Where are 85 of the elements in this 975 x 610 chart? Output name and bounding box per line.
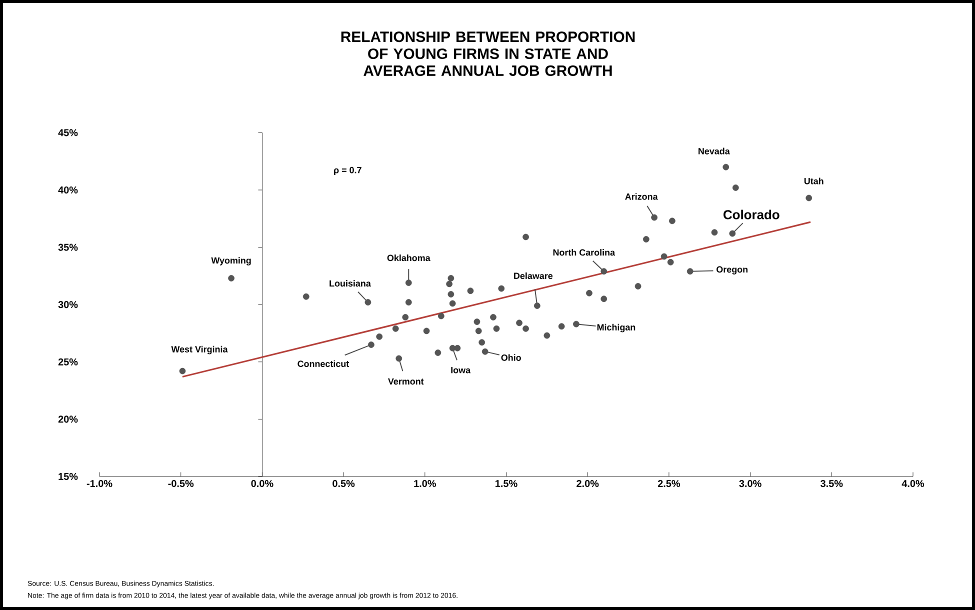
y-tick-label: 45% bbox=[58, 129, 78, 136]
point bbox=[544, 332, 550, 339]
annotation: Oregon bbox=[716, 266, 748, 274]
y-tick-label: 20% bbox=[58, 416, 78, 423]
point bbox=[600, 268, 608, 275]
annotation: Delaware bbox=[514, 272, 553, 280]
annotation: Utah bbox=[804, 178, 824, 184]
point bbox=[228, 275, 234, 282]
point bbox=[475, 328, 482, 334]
point bbox=[392, 325, 399, 332]
x-tick-label: -1.0% bbox=[86, 480, 112, 488]
point bbox=[474, 318, 480, 325]
annotation: Iowa bbox=[451, 367, 471, 374]
point bbox=[438, 312, 444, 320]
annotation: Louisiana bbox=[330, 280, 371, 287]
point bbox=[634, 283, 642, 290]
annotation: Ohio bbox=[501, 354, 521, 361]
point bbox=[396, 355, 402, 362]
point bbox=[651, 214, 658, 221]
point bbox=[448, 291, 454, 298]
point bbox=[490, 314, 496, 320]
point bbox=[376, 333, 383, 340]
point bbox=[669, 218, 676, 224]
x-tick-label: 0.5% bbox=[332, 480, 355, 488]
x-tick-label: -0.5% bbox=[168, 480, 194, 488]
point bbox=[667, 258, 674, 266]
point bbox=[522, 234, 529, 240]
annotation: Vermont bbox=[388, 378, 424, 385]
annotation: Michigan bbox=[597, 324, 636, 332]
annotation: Wyoming bbox=[211, 257, 251, 266]
point bbox=[516, 320, 522, 326]
point bbox=[573, 320, 580, 328]
x-tick-label: 3.5% bbox=[820, 480, 843, 488]
point bbox=[179, 368, 186, 374]
point bbox=[446, 280, 453, 288]
y-tick-label: 15% bbox=[58, 472, 78, 480]
point bbox=[732, 184, 739, 191]
point bbox=[600, 296, 608, 302]
point bbox=[722, 164, 730, 170]
point bbox=[434, 350, 442, 356]
point bbox=[586, 290, 592, 296]
point bbox=[368, 341, 374, 348]
y-tick-label: 40% bbox=[58, 186, 78, 194]
point bbox=[686, 268, 694, 275]
x-tick-label: 2.0% bbox=[576, 480, 599, 488]
annotation: Colorado bbox=[724, 210, 780, 220]
point bbox=[449, 300, 456, 307]
point bbox=[729, 230, 736, 237]
y-tick-label: 35% bbox=[58, 244, 78, 251]
point bbox=[405, 280, 412, 286]
annotation: North Carolina bbox=[553, 249, 616, 256]
y-tick-label: 30% bbox=[58, 301, 78, 308]
point bbox=[402, 314, 409, 320]
x-tick-label: 2.5% bbox=[658, 480, 680, 488]
x-tick-label: 1.5% bbox=[496, 480, 518, 488]
point bbox=[660, 253, 668, 260]
x-tick-label: 1.0% bbox=[414, 480, 436, 488]
point bbox=[364, 299, 372, 306]
point bbox=[467, 288, 474, 294]
x-tick-label: 3.0% bbox=[739, 480, 762, 488]
y-tick-label: 25% bbox=[58, 358, 78, 366]
x-tick-label: 0.0% bbox=[251, 480, 274, 488]
point bbox=[498, 285, 505, 292]
point bbox=[534, 302, 540, 309]
point bbox=[302, 293, 310, 300]
point bbox=[423, 328, 430, 334]
chart-title: RELATIONSHIP BETWEEN PROPORTION OF YOUNG FIRMS IN STATE AND AVERAGE ANNUAL JOB GROWTH bbox=[341, 32, 635, 76]
annotation: Oklahoma bbox=[387, 254, 430, 262]
annotation: ρ = 0.7 bbox=[334, 166, 362, 176]
point bbox=[642, 236, 650, 242]
point bbox=[711, 229, 718, 236]
point bbox=[493, 325, 500, 332]
point bbox=[522, 325, 529, 332]
point bbox=[478, 339, 486, 346]
point bbox=[454, 344, 461, 352]
point bbox=[558, 323, 565, 330]
point bbox=[482, 348, 488, 355]
annotation: Arizona bbox=[625, 193, 658, 200]
annotation: West Virginia bbox=[171, 346, 228, 354]
annotation: Nevada bbox=[698, 148, 730, 154]
x-tick-label: 4.0% bbox=[902, 480, 924, 488]
annotation: Connecticut bbox=[298, 360, 350, 367]
point bbox=[806, 194, 812, 202]
point bbox=[405, 299, 412, 306]
point bbox=[448, 275, 454, 282]
